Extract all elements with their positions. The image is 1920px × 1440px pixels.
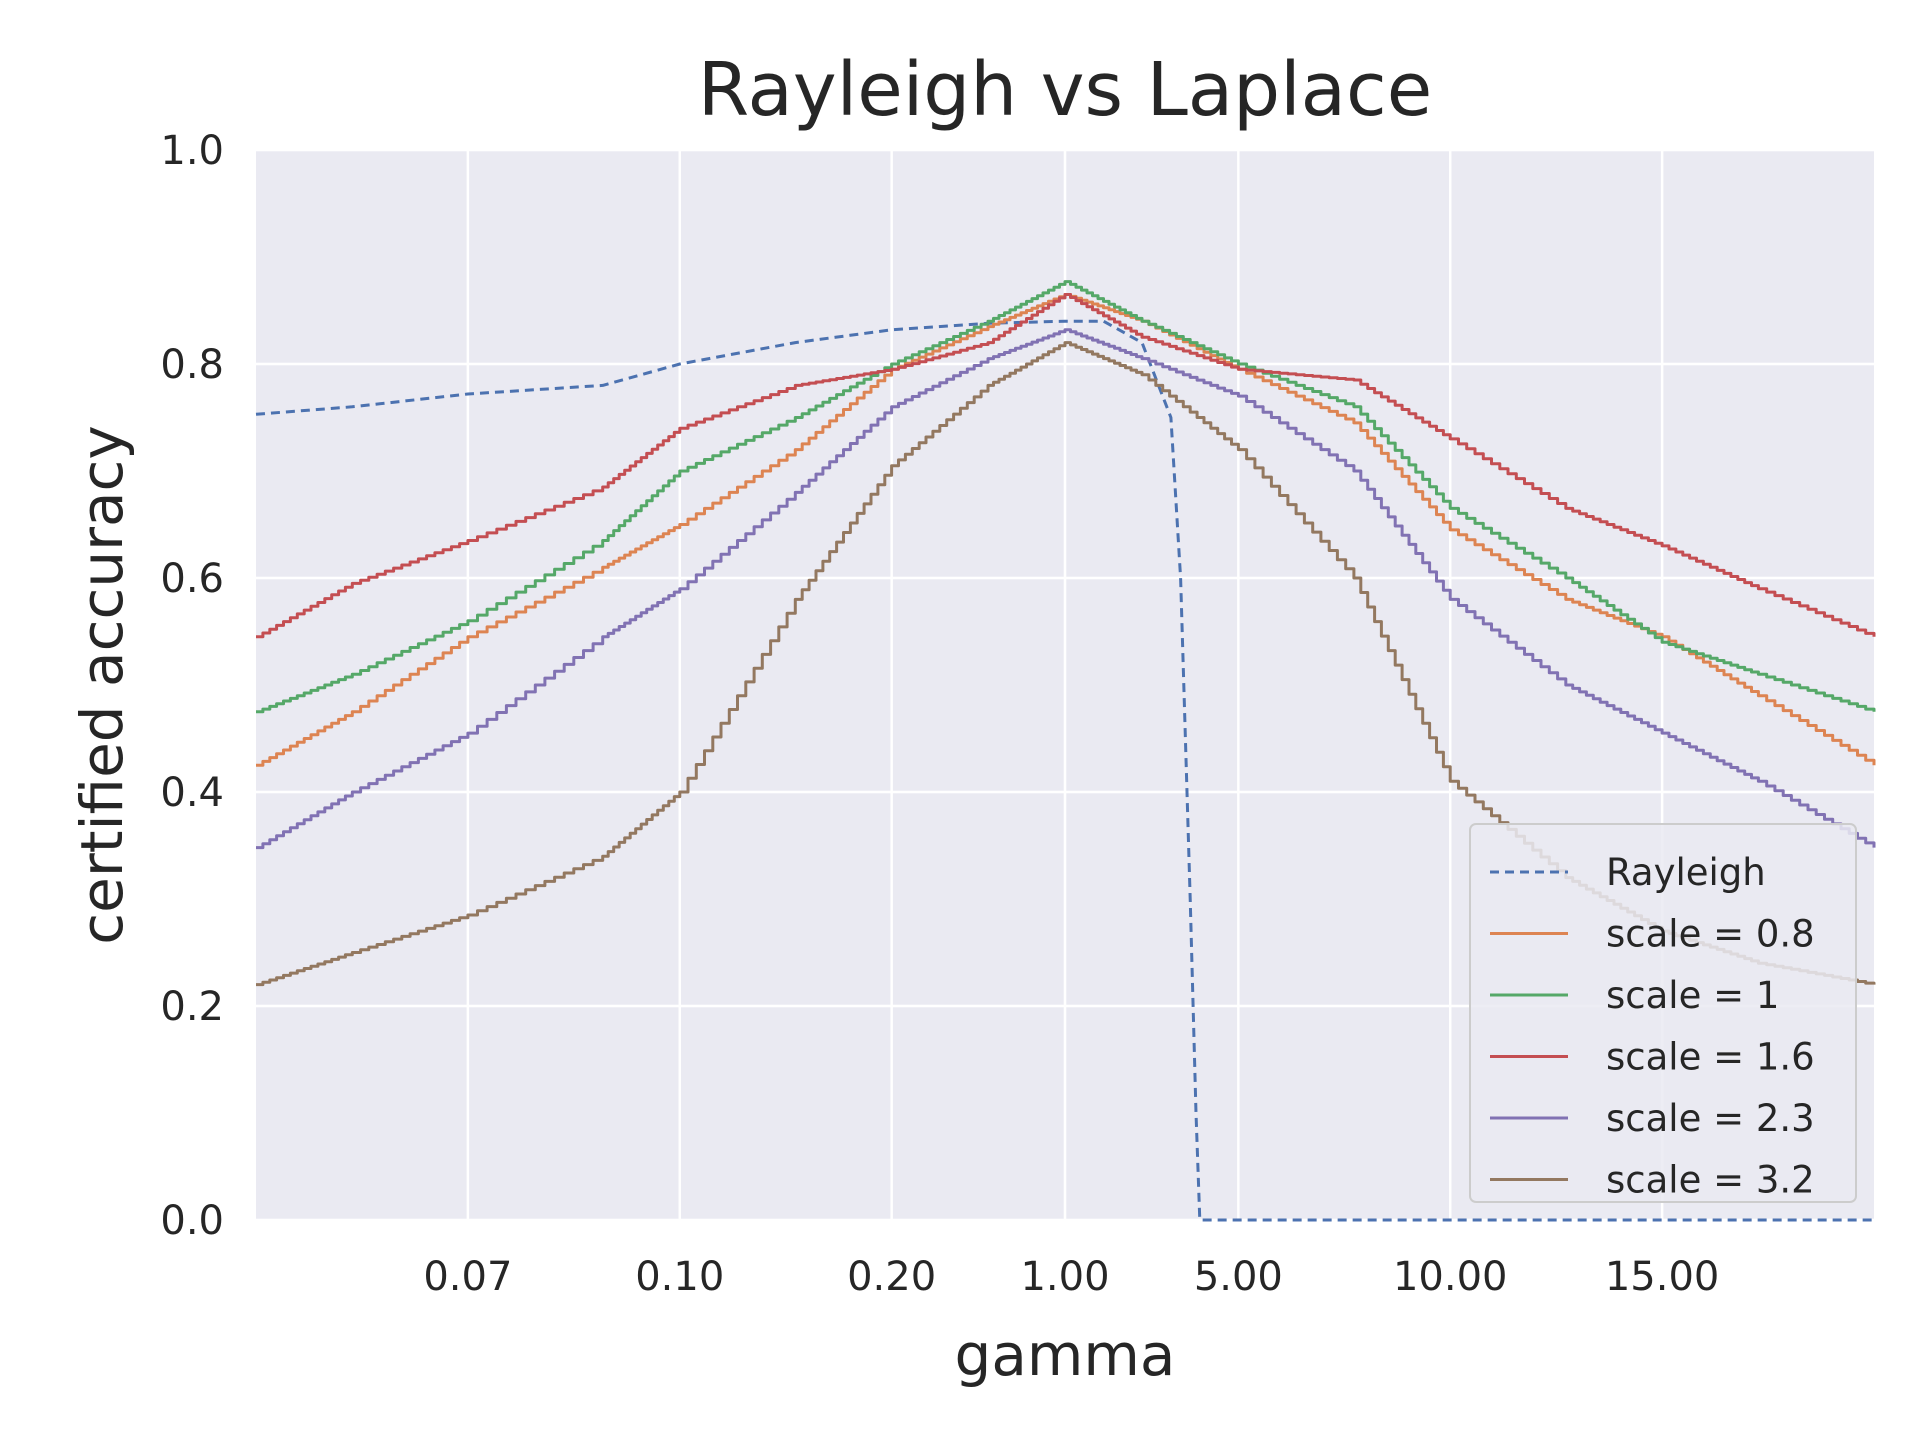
y-tick-label: 1.0 [160,128,224,174]
legend-label: scale = 2.3 [1606,1097,1815,1140]
series-line-4 [256,328,1876,850]
legend-label: Rayleigh [1606,851,1766,894]
y-axis-label: certified accuracy [68,425,136,944]
x-tick-label: 0.20 [847,1254,936,1300]
series-line-0 [255,319,1874,1222]
y-axis-ticks: 0.0 0.2 0.4 0.6 0.8 1.0 [160,128,224,1244]
chart-title: Rayleigh vs Laplace [698,47,1433,133]
x-tick-label: 5.00 [1194,1254,1283,1300]
x-axis-ticks: 0.07 0.10 0.20 1.00 5.00 10.00 15.00 [423,1254,1719,1300]
legend: Rayleigh scale = 0.8 scale = 1 scale = 1.6 s… [1469,823,1857,1203]
x-tick-label: 15.00 [1605,1254,1720,1300]
legend-label: scale = 1 [1606,974,1779,1017]
x-tick-label: 0.07 [423,1254,512,1300]
legend-label: scale = 0.8 [1606,913,1815,956]
x-tick-label: 0.10 [635,1254,724,1300]
legend-label: scale = 1.6 [1606,1036,1815,1079]
x-tick-label: 10.00 [1393,1254,1508,1300]
series-line-2 [256,280,1876,714]
y-tick-label: 0.0 [160,1198,224,1244]
y-tick-label: 0.6 [160,556,224,602]
x-axis-label: gamma [955,1321,1176,1389]
series-line-3 [256,293,1876,639]
x-tick-label: 1.00 [1020,1254,1109,1300]
legend-label: scale = 3.2 [1606,1159,1815,1202]
y-tick-label: 0.4 [160,770,224,816]
legend-box [1469,823,1857,1203]
y-tick-label: 0.2 [160,984,224,1030]
y-tick-label: 0.8 [160,342,224,388]
grid [256,148,1874,1222]
